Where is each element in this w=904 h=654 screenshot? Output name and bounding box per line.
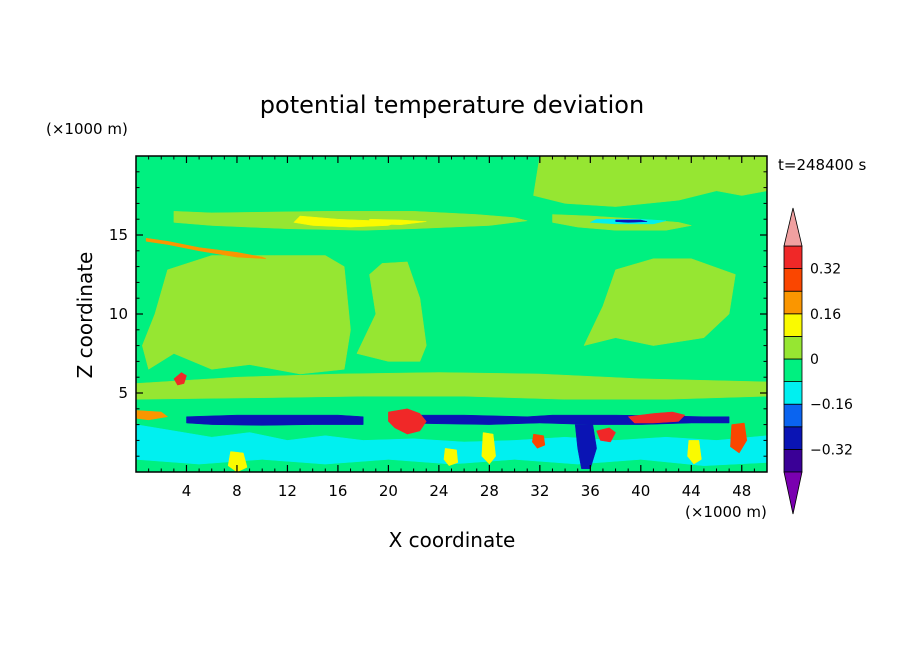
contour-region [583, 258, 736, 346]
contour-region [388, 408, 427, 435]
contour-region [142, 255, 351, 375]
colorbar-swatch [783, 245, 803, 270]
colorbar-swatch [783, 313, 803, 337]
y-tick-label: 5 [118, 384, 128, 402]
x-axis: 4 8 12 16 20 24 28 32 36 40 44 48 [148, 156, 755, 500]
contour-region [533, 156, 767, 207]
x-axis-title: X coordinate [389, 528, 516, 552]
contour-region [627, 411, 686, 424]
contour-region [136, 372, 767, 400]
colorbar-label: 0.16 [810, 307, 841, 323]
colorbar-swatch [783, 358, 803, 383]
colorbar-min-arrow [783, 471, 803, 515]
contour-region [532, 433, 546, 449]
contour-region [136, 424, 767, 466]
x-tick-label: 28 [480, 482, 499, 500]
contour-region [227, 451, 248, 472]
x-tick-label: 44 [682, 482, 701, 500]
contour-region [596, 427, 616, 443]
contour-region [481, 432, 496, 465]
contour-region [145, 237, 267, 259]
x-tick-label: 20 [379, 482, 398, 500]
colorbar-label: −0.16 [810, 397, 853, 413]
x-tick-label: 48 [732, 482, 751, 500]
contour-region [443, 448, 459, 466]
chart-title: potential temperature deviation [260, 91, 644, 119]
colorbar: 0.32 0.16 0 −0.16 −0.32 [783, 207, 853, 515]
contour-region [293, 215, 402, 228]
x-unit-label: (×1000 m) [685, 503, 767, 521]
colorbar-label: 0.32 [810, 262, 841, 278]
x-tick-label: 24 [429, 482, 448, 500]
colorbar-swatch [783, 268, 803, 292]
y-tick-label: 10 [109, 305, 128, 323]
x-tick-label: 32 [530, 482, 549, 500]
x-tick-label: 4 [182, 482, 192, 500]
contour-region [687, 440, 702, 465]
x-tick-label: 40 [631, 482, 650, 500]
contour-region [615, 219, 648, 223]
x-tick-label: 12 [278, 482, 297, 500]
time-label: t=248400 s [778, 156, 866, 174]
colorbar-swatch [783, 290, 803, 315]
y-unit-label: (×1000 m) [46, 120, 128, 138]
contour-region [369, 218, 427, 225]
colorbar-swatch [783, 381, 803, 405]
y-axis-title: Z coordinate [73, 252, 97, 379]
colorbar-swatch [783, 426, 803, 450]
contour-region [136, 410, 169, 421]
colorbar-swatch [783, 448, 803, 473]
x-tick-label: 8 [232, 482, 242, 500]
colorbar-swatch [783, 335, 803, 360]
x-tick-label: 16 [328, 482, 347, 500]
colorbar-max-arrow [783, 207, 803, 247]
y-tick-label: 15 [109, 226, 128, 244]
x-tick-label: 36 [581, 482, 600, 500]
colorbar-label: 0 [810, 352, 819, 368]
colorbar-swatch [783, 403, 803, 428]
contour-region [730, 422, 748, 454]
contour-region [173, 372, 187, 386]
contour-region [356, 261, 427, 362]
colorbar-label: −0.32 [810, 442, 853, 458]
contour-field [136, 156, 767, 472]
contour-region [186, 414, 364, 426]
y-axis: 5 10 15 [109, 171, 767, 457]
